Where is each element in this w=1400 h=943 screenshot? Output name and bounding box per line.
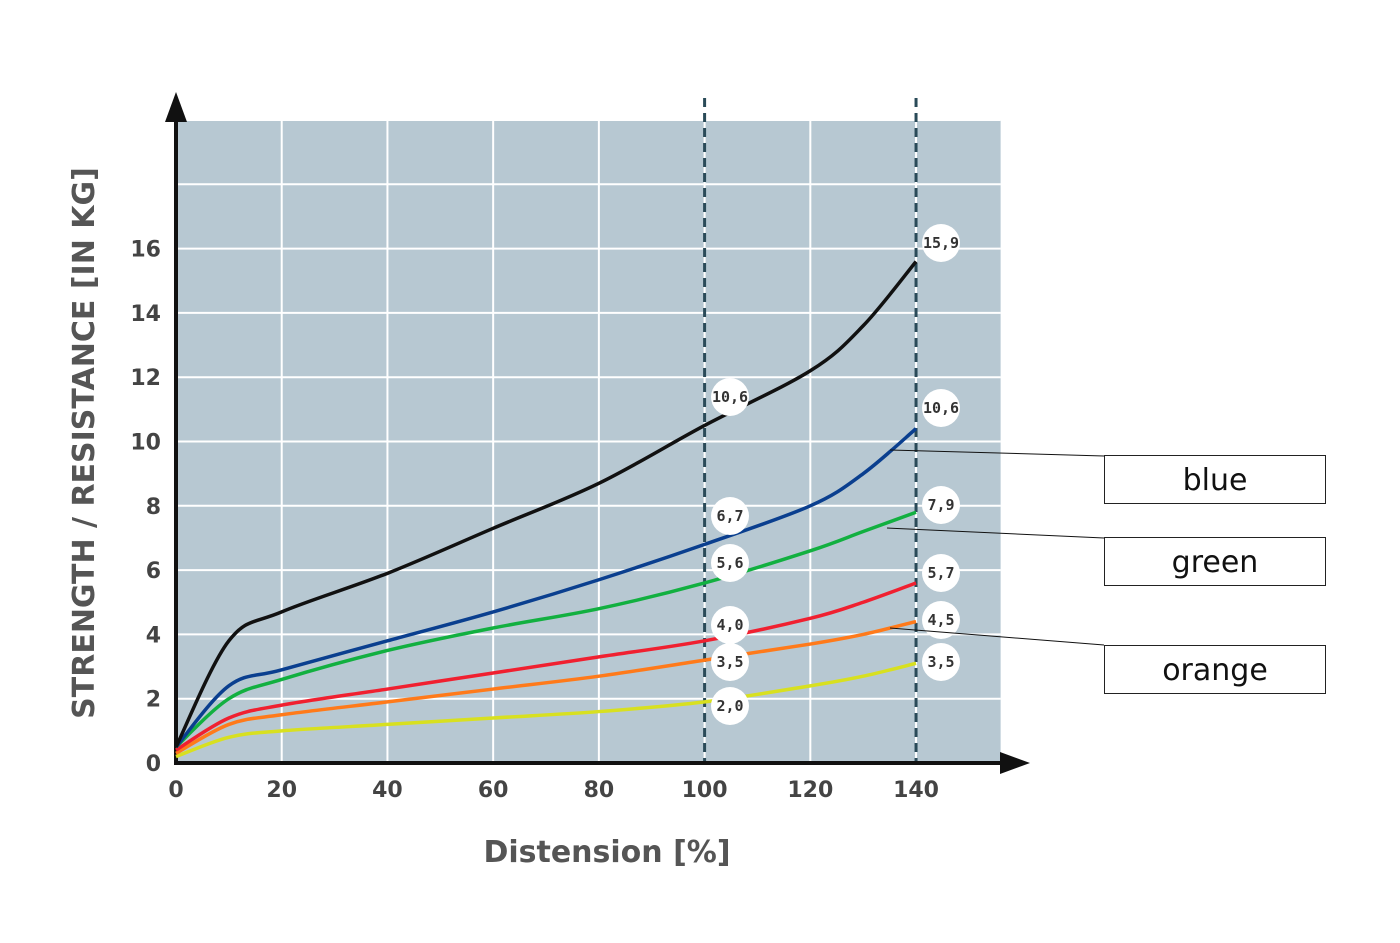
x-tick-label: 80: [584, 778, 615, 803]
x-tick-label: 140: [893, 778, 939, 803]
data-label-yellow: 2,0: [716, 697, 743, 715]
data-label-bubble: [922, 224, 960, 262]
series-line-blue: [174, 427, 918, 749]
leader-line-green: [886, 527, 1105, 539]
x-tick-label: 20: [266, 778, 297, 803]
leader-line-orange: [889, 627, 1105, 646]
data-label-bubble: [711, 643, 749, 681]
x-tick-label: 40: [372, 778, 403, 803]
x-axis-arrow: [1000, 752, 1030, 774]
callout-orange: orange: [1104, 645, 1326, 694]
data-label-blue: 6,7: [716, 507, 743, 525]
y-tick-label: 2: [146, 688, 161, 713]
y-axis-label: STRENGTH / RESISTANCE [IN KG]: [67, 167, 102, 719]
data-label-black: 15,9: [923, 234, 959, 252]
data-label-bubble: [711, 687, 749, 725]
series-line-green: [174, 510, 917, 749]
y-tick-label: 10: [130, 431, 161, 456]
data-label-green: 7,9: [927, 496, 954, 514]
series-line-orange: [175, 619, 917, 755]
data-label-bubble: [711, 378, 749, 416]
data-label-red: 4,0: [716, 616, 743, 634]
data-label-bubble: [711, 544, 749, 582]
data-label-orange: 4,5: [927, 611, 954, 629]
x-tick-label: 0: [168, 778, 183, 803]
data-label-yellow: 3,5: [927, 653, 954, 671]
data-label-bubble: [922, 389, 960, 427]
data-label-bubble: [922, 643, 960, 681]
leader-line-blue: [889, 449, 1105, 457]
series-line-yellow: [175, 661, 917, 759]
y-tick-label: 14: [130, 302, 161, 327]
y-tick-label: 6: [146, 559, 161, 584]
series-line-red: [175, 581, 917, 752]
y-axis-arrow: [165, 92, 187, 122]
data-label-green: 5,6: [716, 554, 743, 572]
callout-blue: blue: [1104, 455, 1326, 504]
callout-green: green: [1104, 537, 1326, 586]
y-tick-label: 16: [130, 238, 161, 263]
data-label-bubble: [711, 606, 749, 644]
x-tick-label: 120: [787, 778, 833, 803]
x-axis-label: Distension [%]: [483, 835, 730, 870]
data-label-bubble: [711, 497, 749, 535]
x-tick-label: 100: [682, 778, 728, 803]
data-label-blue: 10,6: [923, 399, 959, 417]
data-label-bubble: [922, 601, 960, 639]
y-tick-label: 12: [130, 366, 161, 391]
data-label-bubble: [922, 554, 960, 592]
y-tick-label: 0: [146, 752, 161, 777]
data-label-bubble: [922, 486, 960, 524]
x-tick-label: 60: [478, 778, 509, 803]
data-label-black: 10,6: [712, 388, 748, 406]
series-line-black: [174, 260, 918, 748]
data-label-red: 5,7: [927, 564, 954, 582]
data-label-orange: 3,5: [716, 653, 743, 671]
y-tick-label: 4: [146, 623, 161, 648]
y-tick-label: 8: [146, 495, 161, 520]
